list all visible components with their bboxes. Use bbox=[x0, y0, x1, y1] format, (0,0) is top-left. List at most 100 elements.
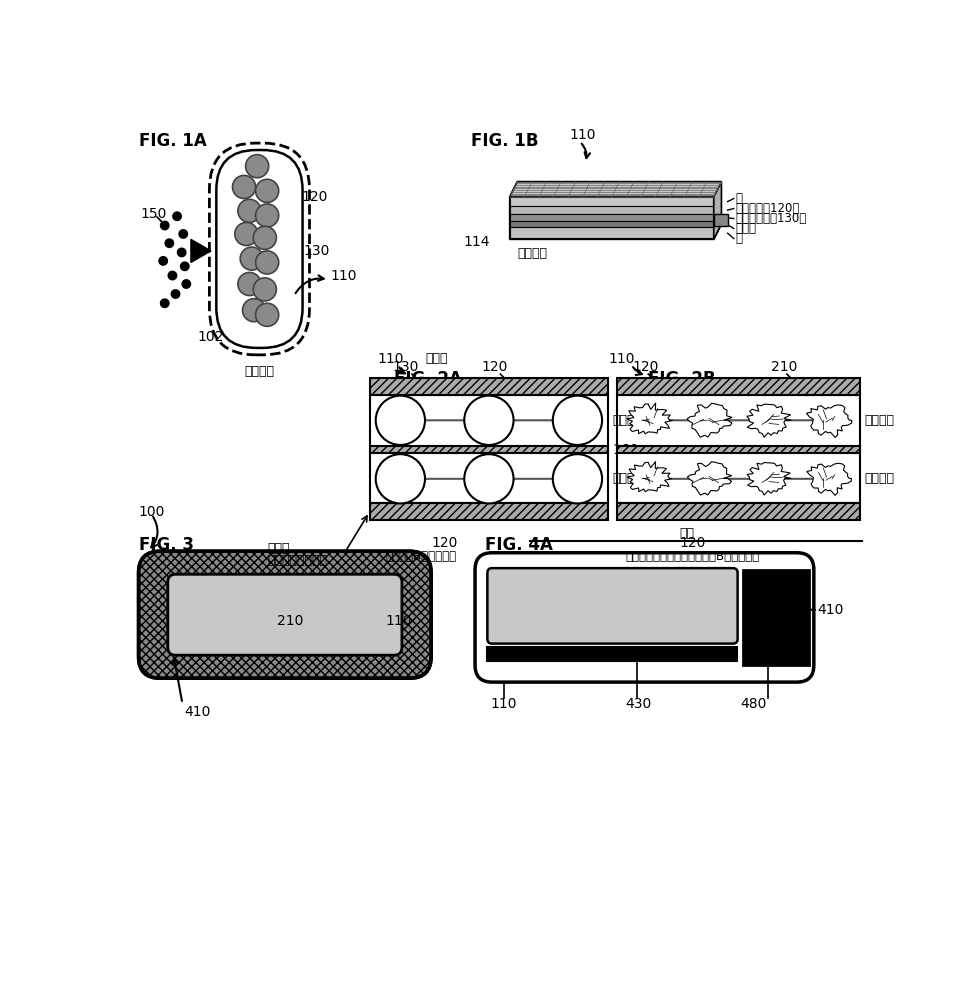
FancyBboxPatch shape bbox=[168, 574, 402, 655]
Text: 微血管: 微血管 bbox=[425, 352, 447, 365]
Polygon shape bbox=[369, 378, 608, 395]
Circle shape bbox=[182, 280, 191, 288]
Circle shape bbox=[173, 212, 181, 220]
Text: 100: 100 bbox=[139, 505, 165, 519]
Polygon shape bbox=[369, 446, 608, 453]
Text: 150: 150 bbox=[140, 207, 166, 221]
Circle shape bbox=[240, 247, 263, 270]
Text: （其内生长有微血管的膜岛或B状球型体）: （其内生长有微血管的膜岛或B状球型体） bbox=[624, 550, 758, 563]
Circle shape bbox=[160, 221, 169, 230]
Text: 110: 110 bbox=[608, 352, 634, 366]
Polygon shape bbox=[509, 221, 713, 227]
Polygon shape bbox=[746, 404, 790, 437]
Text: 110: 110 bbox=[385, 614, 411, 628]
Circle shape bbox=[464, 454, 513, 503]
Circle shape bbox=[242, 299, 266, 322]
FancyBboxPatch shape bbox=[487, 568, 737, 644]
Text: FIG. 2B: FIG. 2B bbox=[648, 370, 715, 388]
Circle shape bbox=[168, 271, 177, 280]
Text: 血管化膜（120）: 血管化膜（120） bbox=[735, 202, 799, 215]
Text: 微血管: 微血管 bbox=[616, 383, 639, 396]
Text: 现有技术: 现有技术 bbox=[244, 365, 275, 378]
Text: 网: 网 bbox=[735, 192, 742, 205]
Circle shape bbox=[233, 175, 255, 199]
Polygon shape bbox=[616, 446, 859, 453]
Polygon shape bbox=[616, 378, 859, 395]
Circle shape bbox=[237, 199, 261, 222]
Text: 110: 110 bbox=[489, 698, 517, 712]
Polygon shape bbox=[806, 405, 851, 438]
Text: 加湿气体: 加湿气体 bbox=[612, 414, 642, 427]
Text: FIG. 1A: FIG. 1A bbox=[139, 132, 206, 150]
Polygon shape bbox=[686, 403, 732, 437]
Text: 110: 110 bbox=[330, 269, 357, 283]
Text: 210: 210 bbox=[771, 360, 797, 374]
Text: 透气膜: 透气膜 bbox=[267, 542, 289, 555]
Polygon shape bbox=[746, 463, 790, 495]
Circle shape bbox=[177, 248, 186, 257]
Polygon shape bbox=[191, 239, 211, 262]
Circle shape bbox=[160, 299, 169, 307]
Polygon shape bbox=[369, 503, 608, 520]
Text: 加湿气体: 加湿气体 bbox=[863, 414, 893, 427]
Circle shape bbox=[255, 251, 278, 274]
Text: FIG. 1B: FIG. 1B bbox=[471, 132, 538, 150]
Polygon shape bbox=[626, 461, 671, 492]
Text: 130: 130 bbox=[392, 360, 418, 374]
Text: 102: 102 bbox=[197, 330, 224, 344]
Circle shape bbox=[464, 396, 513, 445]
Polygon shape bbox=[626, 403, 672, 434]
FancyBboxPatch shape bbox=[209, 143, 309, 355]
Polygon shape bbox=[616, 503, 859, 520]
Circle shape bbox=[237, 272, 261, 296]
Polygon shape bbox=[713, 214, 727, 226]
Text: （膜岛或B状球型体）: （膜岛或B状球型体） bbox=[385, 550, 455, 563]
Text: 免疫隔离膜（130）: 免疫隔离膜（130） bbox=[735, 212, 806, 225]
Circle shape bbox=[245, 155, 269, 178]
Text: 120: 120 bbox=[481, 360, 507, 374]
Circle shape bbox=[255, 303, 278, 326]
Polygon shape bbox=[687, 462, 731, 495]
Text: FIG. 3: FIG. 3 bbox=[139, 536, 193, 554]
Text: 430: 430 bbox=[624, 698, 651, 712]
Text: 加湿气体: 加湿气体 bbox=[612, 472, 642, 485]
Text: 480: 480 bbox=[740, 698, 766, 712]
Polygon shape bbox=[369, 395, 608, 503]
Polygon shape bbox=[509, 197, 713, 206]
Text: 160: 160 bbox=[612, 443, 638, 457]
FancyBboxPatch shape bbox=[139, 551, 431, 678]
Circle shape bbox=[234, 222, 258, 246]
Circle shape bbox=[255, 179, 278, 202]
Polygon shape bbox=[509, 182, 517, 239]
Polygon shape bbox=[713, 182, 721, 239]
Text: 密封件: 密封件 bbox=[735, 222, 755, 235]
Circle shape bbox=[375, 454, 425, 503]
Polygon shape bbox=[509, 206, 713, 214]
Circle shape bbox=[165, 239, 173, 247]
Polygon shape bbox=[509, 182, 721, 197]
Polygon shape bbox=[509, 227, 713, 238]
Text: 120: 120 bbox=[678, 536, 704, 550]
Text: 114: 114 bbox=[463, 235, 489, 249]
Circle shape bbox=[253, 278, 276, 301]
Text: 410: 410 bbox=[185, 705, 211, 719]
Circle shape bbox=[552, 396, 602, 445]
Circle shape bbox=[552, 454, 602, 503]
Text: 皮肤: 皮肤 bbox=[679, 527, 694, 540]
Circle shape bbox=[255, 204, 278, 227]
Circle shape bbox=[253, 226, 276, 249]
Circle shape bbox=[159, 257, 167, 265]
Text: 110: 110 bbox=[377, 352, 404, 366]
Circle shape bbox=[375, 396, 425, 445]
Text: 网: 网 bbox=[735, 232, 742, 245]
Text: 120: 120 bbox=[302, 190, 328, 204]
Circle shape bbox=[181, 262, 189, 271]
Text: 加湿气体: 加湿气体 bbox=[863, 472, 893, 485]
Text: 130: 130 bbox=[303, 244, 329, 258]
Polygon shape bbox=[806, 463, 851, 495]
Polygon shape bbox=[509, 224, 721, 239]
FancyBboxPatch shape bbox=[216, 150, 302, 348]
Text: 120: 120 bbox=[632, 360, 658, 374]
Text: 110: 110 bbox=[570, 128, 596, 142]
Circle shape bbox=[179, 230, 188, 238]
